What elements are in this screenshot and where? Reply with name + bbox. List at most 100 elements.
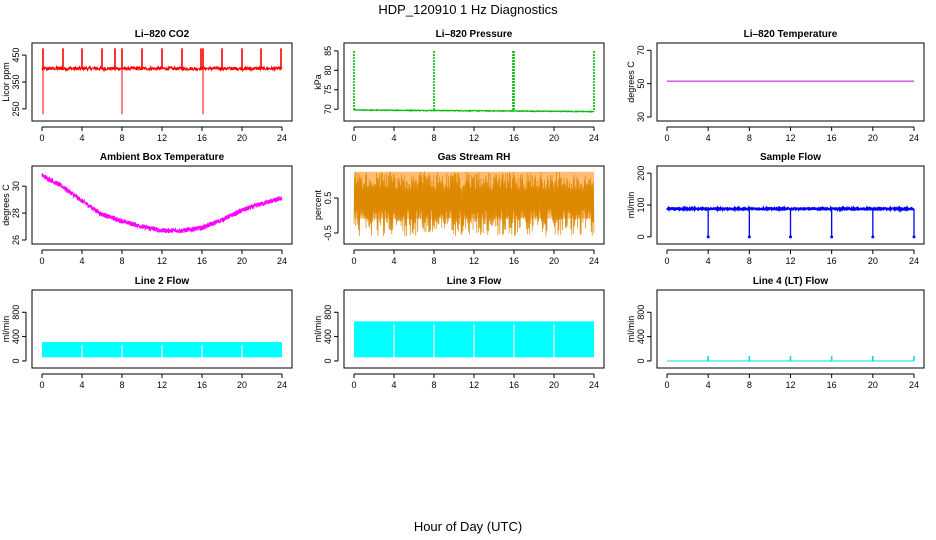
x-tick-label: 24 — [277, 380, 287, 390]
x-tick-label: 4 — [391, 380, 396, 390]
x-tick-label: 8 — [119, 380, 124, 390]
y-tick-label: 30 — [11, 181, 21, 191]
y-axis-label: ml/min — [1, 316, 11, 343]
y-tick-label: 400 — [323, 329, 333, 344]
chart-title: Gas Stream RH — [438, 152, 511, 163]
x-tick-label: 16 — [509, 133, 519, 143]
x-tick-label: 20 — [549, 133, 559, 143]
plot-frame — [343, 42, 605, 122]
x-tick-label: 12 — [157, 256, 167, 266]
x-tick-label: 0 — [664, 380, 669, 390]
x-tick-label: 16 — [827, 380, 837, 390]
x-tick-label: 24 — [277, 256, 287, 266]
x-tick-label: 12 — [469, 133, 479, 143]
x-tick-label: 4 — [391, 256, 396, 266]
x-tick-label: 20 — [549, 256, 559, 266]
chart-title: Ambient Box Temperature — [100, 152, 225, 163]
chart-panel-sampleflow: Sample Flow 0 4 8 12 16 20 24 0 100 200 ml/min — [626, 152, 925, 266]
x-tick-label: 16 — [509, 256, 519, 266]
series-line — [41, 172, 283, 234]
chart-panel-pressure: Li–820 Pressure 0 4 8 12 16 20 24 70 75 80 85 kPa — [313, 29, 605, 143]
y-tick-label: 0.5 — [323, 192, 333, 205]
x-tick-label: 20 — [237, 133, 247, 143]
y-tick-label: 30 — [636, 112, 646, 122]
series-line — [353, 171, 595, 237]
plot-frame — [31, 42, 293, 122]
x-tick-label: 0 — [664, 133, 669, 143]
y-tick-label: 85 — [323, 46, 333, 56]
chart-title: Sample Flow — [760, 152, 821, 163]
figure-xlabel: Hour of Day (UTC) — [413, 519, 523, 534]
x-tick-label: 12 — [157, 380, 167, 390]
x-tick-label: 0 — [351, 133, 356, 143]
series-point — [747, 235, 751, 239]
chart-title: Li–820 Pressure — [436, 29, 513, 40]
x-tick-label: 4 — [79, 380, 84, 390]
x-tick-label: 24 — [589, 380, 599, 390]
x-tick-label: 12 — [157, 133, 167, 143]
x-tick-label: 8 — [747, 256, 752, 266]
y-axis-label: kPa — [313, 74, 323, 90]
y-tick-label: 800 — [323, 305, 333, 320]
chart-title: Line 3 Flow — [447, 276, 502, 287]
y-axis-label: ml/min — [626, 316, 636, 343]
x-tick-label: 16 — [197, 133, 207, 143]
chart-panel-temperature: Li–820 Temperature 0 4 8 12 16 20 24 30 50 70degre… — [626, 29, 925, 143]
plot-frame — [31, 165, 293, 245]
x-tick-label: 12 — [469, 380, 479, 390]
x-tick-label: 24 — [909, 256, 919, 266]
x-tick-label: 4 — [706, 256, 711, 266]
chart-panel-ambient: Ambient Box Temperature 0 4 8 12 16 20 24 26 28 30… — [1, 152, 293, 266]
x-tick-label: 20 — [237, 380, 247, 390]
y-tick-label: 250 — [11, 101, 21, 116]
x-tick-label: 20 — [237, 256, 247, 266]
x-tick-label: 4 — [79, 256, 84, 266]
x-tick-label: 16 — [827, 133, 837, 143]
plot-frame — [656, 165, 925, 245]
x-tick-label: 12 — [469, 256, 479, 266]
y-tick-label: 200 — [636, 166, 646, 181]
series-point — [830, 235, 834, 239]
x-tick-label: 16 — [509, 380, 519, 390]
x-tick-label: 8 — [747, 133, 752, 143]
series-point — [912, 235, 916, 239]
y-tick-label: -0.5 — [323, 225, 333, 241]
y-tick-label: 800 — [636, 305, 646, 320]
plot-frame — [343, 165, 605, 245]
y-axis-label: percent — [313, 189, 323, 220]
figure-title: HDP_120910 1 Hz Diagnostics — [378, 2, 558, 17]
plot-frame — [343, 289, 605, 369]
x-tick-label: 20 — [868, 380, 878, 390]
x-tick-label: 24 — [589, 133, 599, 143]
plot-frame — [656, 289, 925, 369]
x-tick-label: 20 — [868, 133, 878, 143]
x-tick-label: 0 — [39, 380, 44, 390]
x-tick-label: 8 — [431, 256, 436, 266]
y-tick-label: 28 — [11, 208, 21, 218]
y-axis-label: ml/min — [313, 316, 323, 343]
x-tick-label: 8 — [119, 256, 124, 266]
chart-title: Line 4 (LT) Flow — [753, 276, 829, 287]
x-tick-label: 4 — [391, 133, 396, 143]
plot-frame — [31, 289, 293, 369]
y-tick-label: 450 — [11, 48, 21, 63]
y-tick-label: 400 — [11, 329, 21, 344]
x-tick-label: 16 — [827, 256, 837, 266]
x-tick-label: 20 — [549, 380, 559, 390]
y-tick-label: 0 — [323, 358, 333, 363]
y-axis-label: Licor ppm — [1, 62, 11, 102]
y-tick-label: 70 — [636, 45, 646, 55]
x-tick-label: 24 — [589, 256, 599, 266]
y-tick-label: 400 — [636, 329, 646, 344]
x-tick-label: 4 — [706, 133, 711, 143]
y-tick-label: 350 — [11, 74, 21, 89]
y-axis-label: degrees C — [626, 61, 636, 103]
y-tick-label: 70 — [323, 104, 333, 114]
y-tick-label: 0 — [636, 358, 646, 363]
chart-title: Li–820 Temperature — [744, 29, 838, 40]
